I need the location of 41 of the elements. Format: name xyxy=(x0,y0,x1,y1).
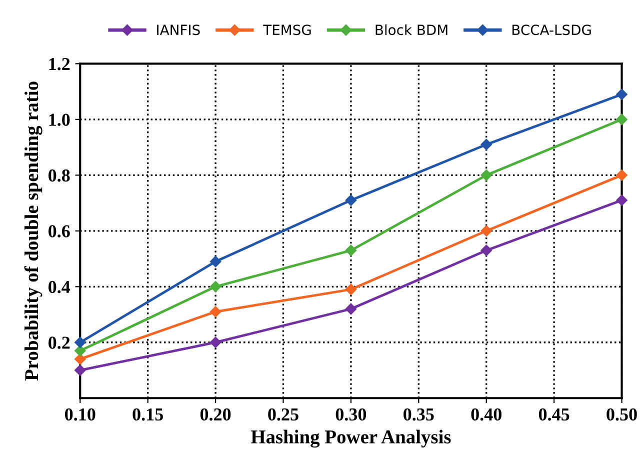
point xyxy=(480,225,492,237)
x-tick-label: 0.45 xyxy=(538,408,570,421)
y-tick-label: 0.2 xyxy=(48,336,70,349)
x-tick-label: 0.40 xyxy=(471,408,502,421)
point xyxy=(74,354,86,365)
point xyxy=(74,345,86,356)
point xyxy=(210,281,222,292)
point xyxy=(480,138,492,150)
point xyxy=(74,364,86,376)
point xyxy=(345,284,357,296)
point xyxy=(74,336,86,348)
legend-label: BCCA-LSDG xyxy=(512,24,591,36)
point xyxy=(616,170,628,181)
point xyxy=(345,303,357,315)
y-tick-label: 0.4 xyxy=(48,280,70,294)
y-axis-title: Probability of double spending ratio xyxy=(24,82,42,381)
legend-label: IANFIS xyxy=(157,24,200,36)
point xyxy=(210,256,222,268)
x-tick-label: 0.15 xyxy=(132,408,163,421)
x-axis-title: Hashing Power Analysis xyxy=(250,430,451,448)
x-tick-label: 0.20 xyxy=(200,408,231,421)
y-tick-label: 1.0 xyxy=(49,114,70,126)
point xyxy=(480,170,492,181)
point xyxy=(345,244,357,256)
y-tick-label: 1.2 xyxy=(49,58,70,70)
x-tick-label: 0.35 xyxy=(404,408,434,421)
x-tick-label: 0.25 xyxy=(268,408,298,421)
point xyxy=(480,244,492,256)
legend-label: Block BDM xyxy=(376,24,448,36)
point xyxy=(616,114,628,126)
legend-label: TEMSG xyxy=(263,24,311,36)
y-tick-label: 0.6 xyxy=(48,225,70,238)
x-tick-label: 0.30 xyxy=(336,408,366,421)
point xyxy=(210,306,222,318)
x-tick-label: 0.50 xyxy=(606,408,637,421)
point xyxy=(616,88,628,100)
x-tick-label: 0.10 xyxy=(65,408,96,421)
point xyxy=(210,336,222,348)
y-tick-label: 0.8 xyxy=(48,169,70,182)
point xyxy=(616,194,628,206)
point xyxy=(345,194,357,206)
